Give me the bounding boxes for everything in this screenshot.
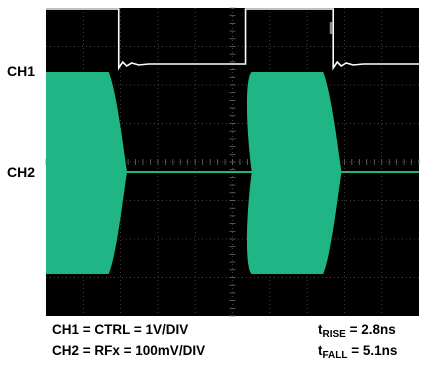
- ch1-marker-label: CH1: [7, 63, 35, 79]
- ch2-rf-envelope: [46, 72, 419, 274]
- ch1-caption: CH1 = CTRL = 1V/DIV: [52, 322, 189, 337]
- ch1-trace: [46, 8, 419, 71]
- oscilloscope-display: CH1 CH2: [7, 7, 420, 317]
- fall-time-caption: tFALL = 5.1ns: [318, 343, 398, 361]
- ch2-marker-label: CH2: [7, 164, 35, 180]
- ch1-square-wave: [46, 8, 419, 71]
- ch2-caption: CH2 = RFx = 100mV/DIV: [52, 343, 206, 358]
- rise-time-caption: tRISE = 2.8ns: [318, 322, 396, 340]
